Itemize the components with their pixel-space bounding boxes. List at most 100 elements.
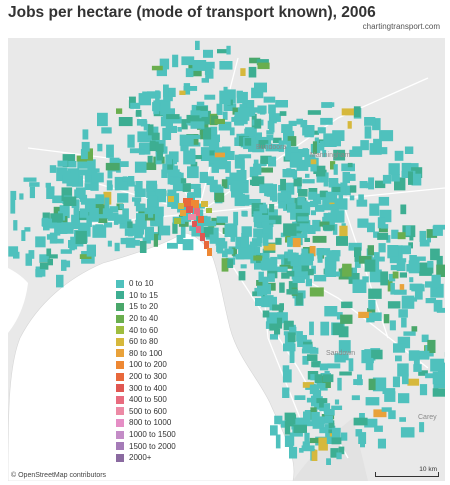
density-block [61,187,73,201]
density-block [302,148,308,155]
density-block [215,237,226,246]
density-block [103,222,113,228]
density-block [293,424,307,433]
density-block [288,120,297,126]
density-block [53,238,64,244]
density-block [389,256,399,264]
density-block [114,242,120,252]
density-block [287,136,297,147]
density-block [190,110,201,116]
density-block [296,118,303,125]
density-block [190,134,201,139]
density-block [214,152,225,158]
density-block [140,133,152,143]
density-block [413,364,422,372]
density-block [102,208,113,220]
density-block [229,127,235,136]
density-block [373,409,387,418]
density-block [61,259,67,271]
density-block [262,248,270,259]
density-block [116,161,129,167]
density-block [282,369,292,383]
density-block [166,114,180,120]
osm-attribution[interactable]: © OpenStreetMap contributors [11,472,106,479]
legend-item: 40 to 60 [116,324,176,336]
density-block [151,65,163,71]
density-block [201,78,209,83]
cbd-block [180,210,186,216]
density-block [347,162,353,168]
density-block [203,138,211,147]
density-block [234,193,245,207]
map-svg [8,40,445,481]
density-block [194,203,205,209]
legend-item: 1000 to 1500 [116,429,176,441]
legend-item: 400 to 500 [116,394,176,406]
legend-label: 1000 to 1500 [129,430,176,440]
density-block [281,124,293,133]
density-block [374,256,385,262]
density-block [261,289,268,296]
density-block [316,175,324,183]
density-block [390,282,395,295]
density-block [388,163,400,175]
density-block [236,91,248,104]
density-block [289,446,298,459]
density-block [207,155,220,161]
density-block [367,245,374,256]
density-block [223,86,228,95]
density-block [400,427,415,438]
legend-item: 2000+ [116,452,176,464]
legend-label: 80 to 100 [129,348,163,358]
legend-item: 300 to 400 [116,382,176,394]
density-block [317,127,326,134]
density-block [107,212,119,221]
density-block [302,179,315,184]
density-block [181,56,195,66]
density-block [159,58,170,70]
density-block [279,303,284,311]
density-block [381,224,389,229]
density-block [253,163,262,173]
density-block [268,104,276,114]
density-block [339,371,352,376]
density-block [217,49,230,54]
density-block [255,140,269,149]
legend-item: 800 to 1000 [116,417,176,429]
density-block [335,353,349,361]
legend-label: 400 to 500 [129,395,167,405]
scale-bar: 10 km [375,466,439,477]
density-block [297,197,306,206]
density-block [73,208,78,214]
density-block [356,199,368,207]
density-block [321,172,329,182]
density-block [24,227,31,232]
density-block [367,222,375,233]
density-block [378,243,386,253]
map-canvas[interactable]: Bundoora Manningham Sandown Carey © Open… [8,38,445,481]
density-block [283,343,296,352]
density-block [257,62,270,70]
density-block [342,263,352,277]
density-block [256,59,269,66]
density-block [287,193,292,199]
density-block [148,124,154,136]
density-block [365,357,374,371]
density-block [312,193,322,205]
density-block [46,186,55,199]
density-block [240,160,245,170]
cbd-block [174,218,181,224]
density-block [290,152,303,165]
density-block [98,218,108,223]
density-block [127,134,135,148]
density-block [257,285,263,297]
density-block [296,292,303,306]
density-block [78,169,92,176]
density-block [97,143,103,152]
density-block [381,407,392,412]
density-block [316,165,326,177]
western-water [8,268,28,333]
density-block [332,323,344,336]
source-label[interactable]: chartingtransport.com [362,22,440,31]
density-block [10,199,16,214]
